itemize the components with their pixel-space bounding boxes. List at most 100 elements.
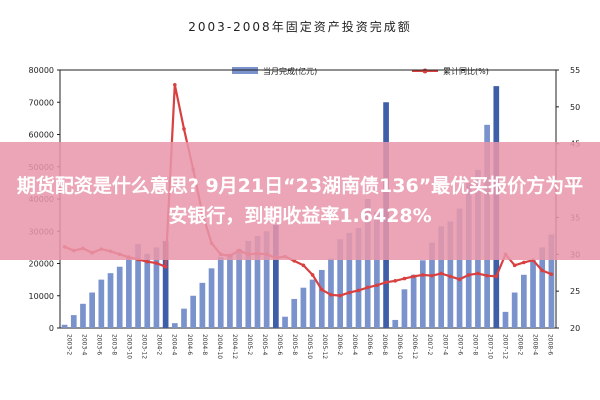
x-tick-label: 2005-6 — [276, 334, 283, 355]
x-tick-label: 2007-10 — [486, 334, 493, 359]
bar — [199, 282, 206, 328]
x-tick-label: 2003-8 — [111, 334, 118, 355]
x-tick-label: 2004-12 — [231, 334, 238, 359]
bar — [171, 323, 178, 328]
bar — [511, 292, 518, 328]
x-tick-label: 2008-2 — [516, 334, 523, 355]
y-left-tick-label: 70000 — [29, 98, 54, 107]
x-tick-label: 2004-2 — [156, 334, 163, 355]
bar — [162, 240, 169, 328]
bar — [208, 268, 215, 328]
line-point — [439, 271, 443, 276]
line-point — [430, 273, 434, 278]
bar — [116, 266, 123, 328]
x-tick-label: 2005-8 — [291, 334, 298, 355]
line-point — [540, 268, 545, 273]
x-tick-label: 2003-10 — [126, 334, 133, 359]
x-tick-label: 2003-4 — [81, 334, 88, 355]
x-tick-label: 2007-4 — [441, 334, 448, 355]
bar — [337, 239, 343, 328]
line-point — [329, 293, 333, 297]
line-point — [402, 276, 407, 281]
line-point — [145, 259, 150, 264]
bar — [419, 260, 426, 328]
y-left-tick-label: 20000 — [29, 260, 54, 269]
line-point — [512, 263, 517, 268]
bar — [89, 292, 95, 328]
line-point — [319, 287, 324, 292]
bar — [456, 208, 463, 328]
line-point — [292, 259, 297, 263]
line-point — [356, 288, 361, 293]
x-tick-label: 2008-6 — [547, 334, 554, 355]
line-point — [182, 127, 186, 131]
bar — [291, 298, 298, 328]
line-point — [347, 290, 352, 295]
bar — [502, 311, 509, 328]
y-left-tick-label: 0 — [49, 324, 54, 333]
line-point — [301, 263, 306, 268]
line-point — [393, 279, 398, 283]
line-point — [375, 283, 379, 288]
bar — [236, 248, 242, 328]
bar — [245, 240, 252, 328]
x-tick-label: 2008-4 — [532, 334, 539, 355]
line-point — [154, 261, 159, 265]
legend-bar-label: 当月完成(亿元) — [263, 66, 317, 76]
bar — [374, 211, 380, 328]
article-title-banner[interactable]: 期货配资是什么意思? 9月21日“23湖南债136”最优买报价方为平安银行，到期… — [0, 142, 600, 260]
x-tick-label: 2006-12 — [411, 334, 418, 359]
x-tick-label: 2006-2 — [336, 334, 343, 355]
x-tick-label: 2005-10 — [306, 334, 313, 359]
x-tick-label: 2007-2 — [426, 334, 433, 355]
line-point — [466, 273, 471, 277]
x-tick-label: 2006-10 — [396, 334, 403, 359]
line-point — [485, 273, 489, 278]
bar — [410, 274, 417, 328]
x-tick-label: 2003-2 — [66, 334, 73, 355]
bar — [107, 273, 114, 328]
bar — [438, 226, 445, 328]
line-point — [310, 273, 315, 277]
bar — [153, 247, 160, 328]
y-right-tick-label: 50 — [570, 103, 580, 112]
bar — [429, 242, 435, 328]
chart-title: 2003-2008年固定资产投资完成额 — [188, 19, 411, 34]
x-tick-label: 2007-6 — [456, 334, 463, 355]
bar — [392, 319, 399, 328]
line-point — [365, 285, 370, 290]
bar — [181, 308, 187, 328]
bar — [530, 260, 536, 328]
y-left-tick-label: 60000 — [29, 131, 54, 140]
line-point — [476, 271, 480, 276]
article-title[interactable]: 期货配资是什么意思? 9月21日“23湖南债136”最优买报价方为平安银行，到期… — [16, 175, 584, 227]
x-tick-label: 2006-6 — [366, 334, 373, 355]
bar — [273, 224, 279, 328]
x-tick-label: 2007-8 — [471, 334, 478, 355]
bar — [364, 199, 371, 328]
bar — [61, 324, 68, 328]
x-tick-label: 2006-4 — [351, 334, 358, 355]
line-point — [173, 82, 177, 87]
line-point — [384, 280, 388, 285]
x-tick-label: 2004-10 — [216, 334, 223, 359]
y-right-tick-label: 55 — [570, 66, 580, 75]
bar — [254, 236, 261, 328]
legend-line-marker — [422, 68, 428, 74]
y-left-tick-label: 10000 — [29, 292, 54, 301]
line-point — [421, 273, 425, 277]
bar — [135, 244, 141, 328]
x-tick-label: 2005-4 — [261, 334, 268, 355]
x-tick-label: 2005-2 — [246, 334, 253, 355]
line-point — [494, 274, 499, 279]
y-right-tick-label: 20 — [570, 324, 580, 333]
x-tick-label: 2004-6 — [186, 334, 193, 355]
y-right-tick-label: 25 — [570, 287, 580, 296]
x-tick-label: 2005-12 — [321, 334, 328, 359]
line-point — [448, 274, 453, 279]
line-point — [457, 277, 462, 282]
bar — [539, 247, 546, 328]
bar — [300, 287, 307, 328]
bar — [401, 289, 408, 328]
line-point — [411, 274, 416, 279]
